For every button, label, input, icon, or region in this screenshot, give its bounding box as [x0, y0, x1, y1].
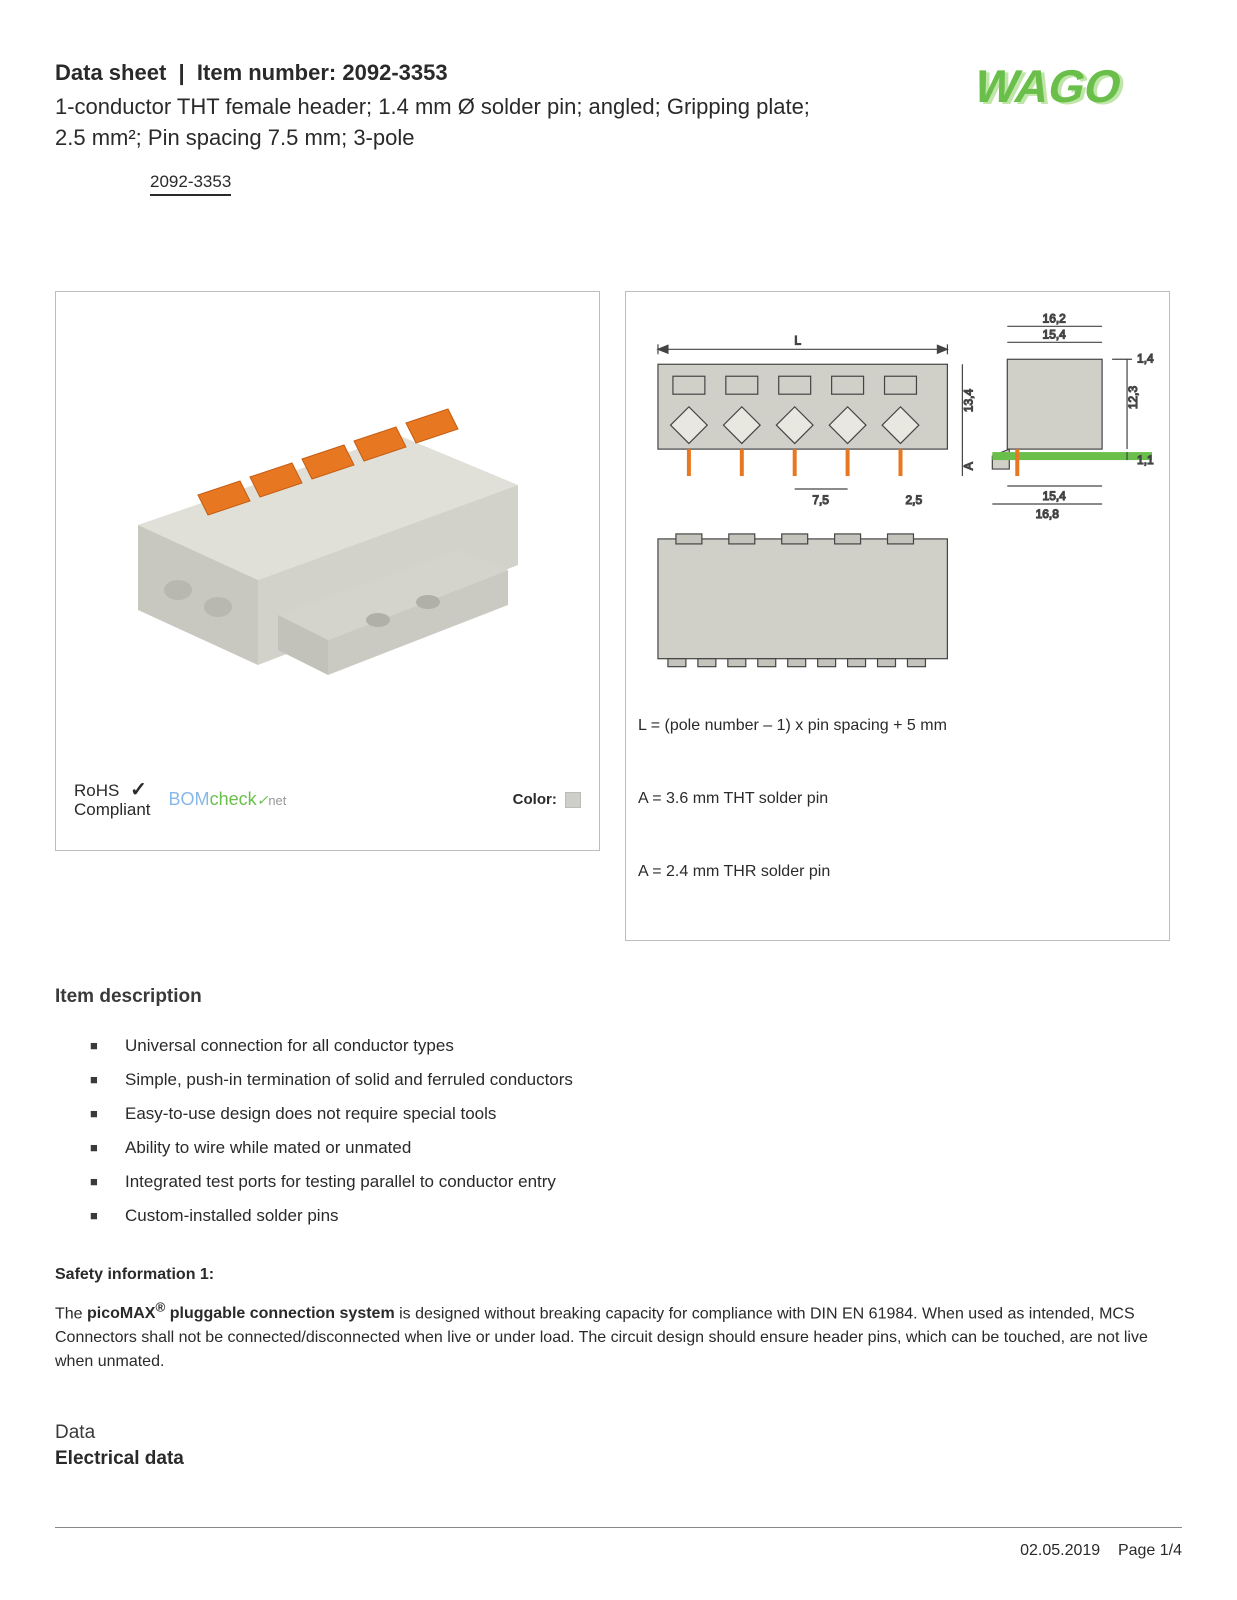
- list-item: Integrated test ports for testing parall…: [90, 1172, 1182, 1192]
- dim-h2: 12,3: [1126, 385, 1140, 409]
- dim-pitch: 7,5: [812, 493, 829, 507]
- dim-h1: 13,4: [961, 388, 975, 412]
- item-desc-list: Universal connection for all conductor t…: [55, 1036, 1182, 1226]
- item-badge: 2092-3353: [150, 172, 231, 196]
- formula-A2: A = 2.4 mm THR solder pin: [638, 863, 1157, 881]
- dim-w1: 16,2: [1043, 311, 1067, 325]
- product-subtitle: 1-conductor THT female header; 1.4 mm Ø …: [55, 92, 835, 154]
- dim-w2: 15,4: [1043, 327, 1067, 341]
- footer-page: Page 1/4: [1118, 1542, 1182, 1559]
- tech-drawing: L 13,4 A 7,5 2,5 16,2: [638, 304, 1157, 694]
- dim-t2: 1,1: [1137, 453, 1154, 467]
- page-header: Data sheet | Item number: 2092-3353 1-co…: [55, 60, 1182, 196]
- bom-prefix: BOM: [169, 789, 210, 809]
- formula-L: L = (pole number – 1) x pin spacing + 5 …: [638, 717, 1157, 735]
- rohs-text2: Compliant: [74, 800, 151, 819]
- safety-bold2: pluggable connection system: [165, 1305, 394, 1322]
- page-footer: 02.05.2019 Page 1/4: [55, 1527, 1182, 1560]
- dim-t1: 1,4: [1137, 351, 1154, 365]
- rohs-badge: RoHS ✓ Compliant: [74, 779, 151, 820]
- safety-sup: ®: [155, 1300, 165, 1315]
- formula-A1: A = 3.6 mm THT solder pin: [638, 790, 1157, 808]
- itemnum-label: Item number:: [197, 60, 336, 85]
- data-head: Data: [55, 1422, 1182, 1444]
- bom-mid: check: [210, 789, 257, 809]
- wago-logo: WAGO WAGO: [952, 60, 1182, 116]
- rohs-text1: RoHS: [74, 781, 119, 800]
- item-desc-title: Item description: [55, 986, 1182, 1008]
- color-label: Color:: [513, 791, 581, 808]
- itemnum-value: 2092-3353: [342, 60, 447, 85]
- list-item: Universal connection for all conductor t…: [90, 1036, 1182, 1056]
- svg-text:WAGO: WAGO: [969, 61, 1127, 112]
- footer-date: 02.05.2019: [1020, 1542, 1100, 1559]
- safety-bold: picoMAX: [87, 1305, 155, 1322]
- color-swatch: [565, 792, 581, 808]
- list-item: Simple, push-in termination of solid and…: [90, 1070, 1182, 1090]
- safety-title: Safety information 1:: [55, 1266, 1182, 1284]
- dim-pin: 2,5: [905, 493, 922, 507]
- bomcheck-logo: BOMcheck✓net: [169, 789, 287, 810]
- list-item: Ability to wire while mated or unmated: [90, 1138, 1182, 1158]
- dim-w2b: 15,4: [1043, 489, 1067, 503]
- dim-A: A: [961, 462, 975, 470]
- product-render: [56, 292, 599, 779]
- list-item: Easy-to-use design does not require spec…: [90, 1104, 1182, 1124]
- dim-L: L: [794, 333, 801, 347]
- header-text-block: Data sheet | Item number: 2092-3353 1-co…: [55, 60, 952, 196]
- data-sub: Electrical data: [55, 1448, 1182, 1470]
- dim-w3: 16,8: [1036, 507, 1060, 521]
- product-image-box: RoHS ✓ Compliant BOMcheck✓net Color:: [55, 291, 600, 851]
- color-text: Color:: [513, 791, 557, 808]
- check-icon: ✓: [130, 779, 147, 801]
- tech-drawing-box: L 13,4 A 7,5 2,5 16,2: [625, 291, 1170, 941]
- images-row: RoHS ✓ Compliant BOMcheck✓net Color:: [55, 291, 1182, 941]
- safety-body: The picoMAX® pluggable connection system…: [55, 1298, 1182, 1374]
- safety-lead: The: [55, 1305, 87, 1322]
- bom-suffix: net: [268, 793, 286, 808]
- cert-row: RoHS ✓ Compliant BOMcheck✓net Color:: [56, 779, 599, 850]
- list-item: Custom-installed solder pins: [90, 1206, 1182, 1226]
- datasheet-label: Data sheet: [55, 60, 166, 85]
- title-line: Data sheet | Item number: 2092-3353: [55, 60, 952, 86]
